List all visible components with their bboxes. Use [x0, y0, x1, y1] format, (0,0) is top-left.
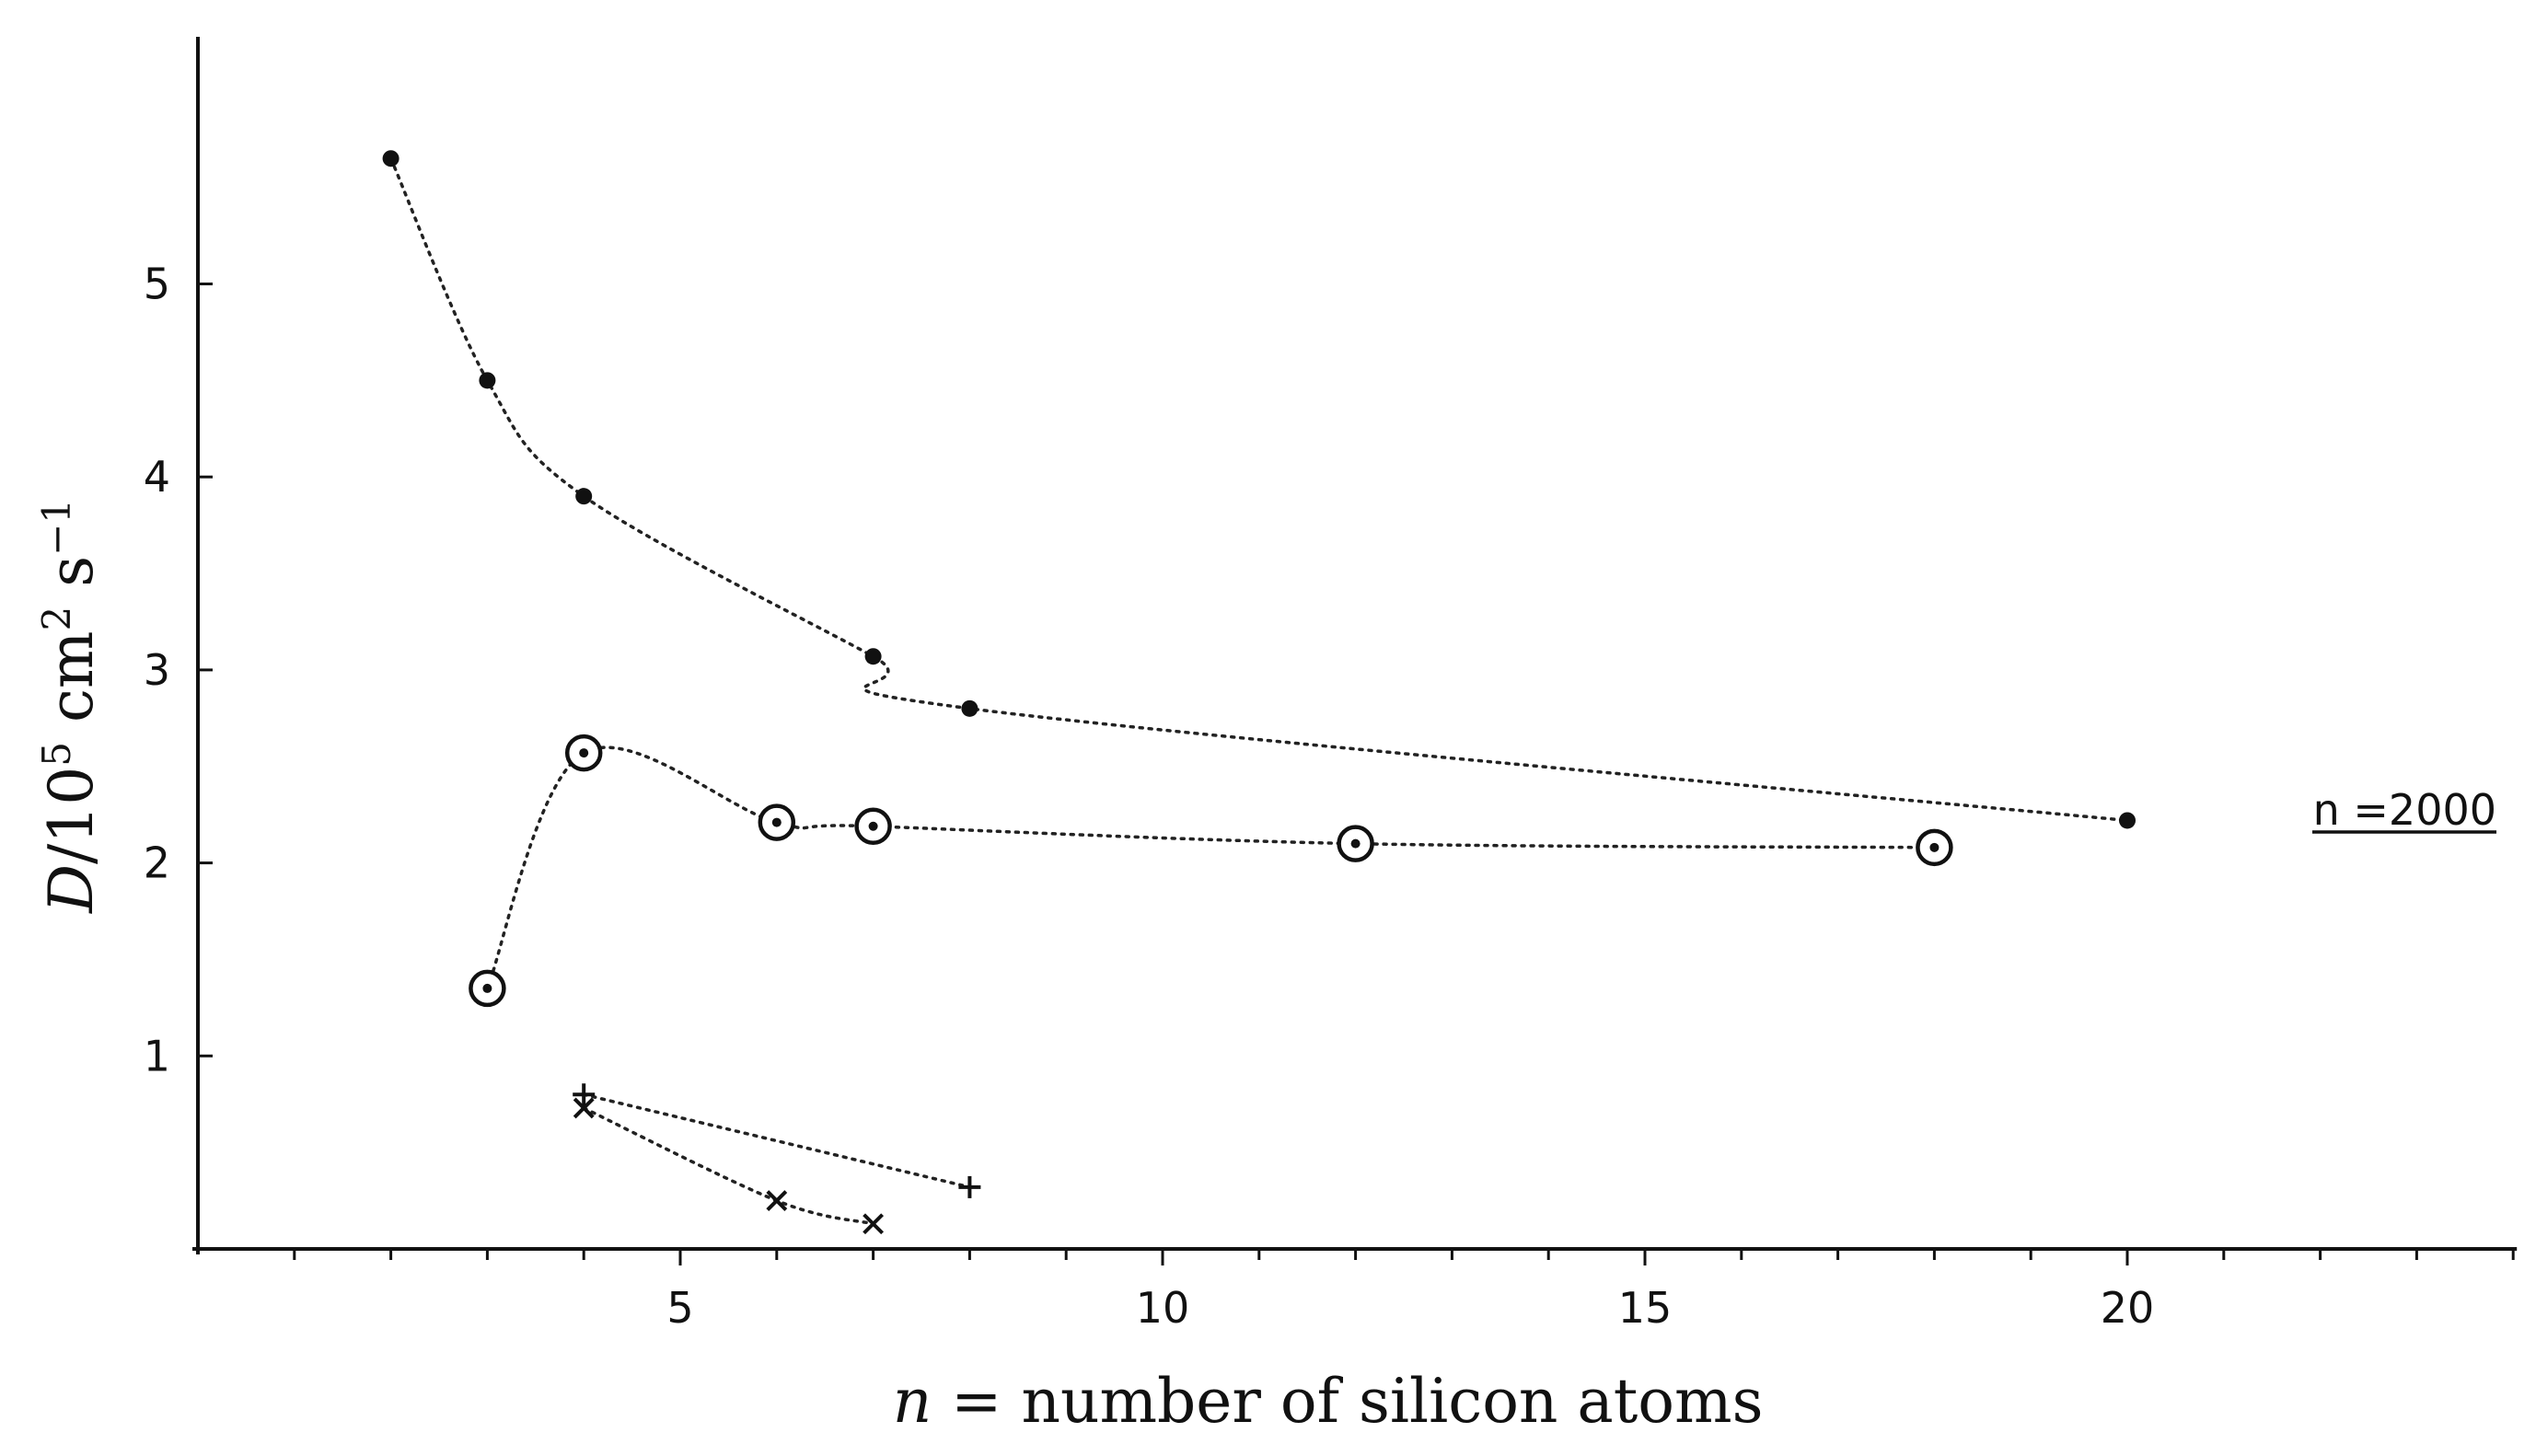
- data-point-filled: [864, 648, 882, 665]
- data-point-filled: [961, 699, 979, 717]
- data-point-circled: [758, 803, 796, 841]
- y-axis-title-part3: s: [36, 556, 107, 607]
- data-point-circled: [1916, 828, 1953, 867]
- x-tick-label: 15: [1618, 1283, 1673, 1333]
- y-tick-label: 1: [144, 1031, 170, 1080]
- series-markers: [382, 150, 2136, 1235]
- x-axis-title-text: = number of silicon atoms: [932, 1366, 1763, 1437]
- data-point-center: [868, 821, 878, 831]
- data-point-center: [1350, 838, 1361, 849]
- series-curves: [388, 156, 2129, 1226]
- y-tick-label: 2: [144, 838, 170, 888]
- data-point-plus: [573, 1083, 596, 1106]
- data-point-center: [1929, 842, 1940, 852]
- data-point-cross: [573, 1097, 595, 1119]
- data-point-center: [482, 983, 492, 993]
- data-point-plus: [958, 1175, 981, 1198]
- data-point-filled: [382, 150, 400, 168]
- axes: [192, 37, 2518, 1254]
- y-axis-title-sup1: 5: [34, 742, 79, 767]
- y-axis-title-part1: /10: [36, 767, 107, 864]
- y-tick-label: 3: [144, 645, 170, 695]
- series-curve-filled-circle: [388, 156, 2129, 823]
- x-tick-label: 5: [666, 1283, 693, 1333]
- data-point-filled: [575, 488, 593, 505]
- data-point-circled: [854, 807, 892, 846]
- x-axis-ticks: 5 10 15 20: [293, 1249, 2515, 1333]
- data-point-circled: [469, 969, 506, 1008]
- data-point-circled: [1337, 825, 1374, 862]
- data-point-center: [579, 748, 589, 758]
- y-tick-label: 5: [144, 260, 170, 309]
- cross-b: [766, 1190, 788, 1211]
- asymptote-label: n =2000: [2313, 785, 2496, 835]
- data-point-cross: [863, 1213, 885, 1235]
- series-curve-cross: [582, 1106, 875, 1226]
- annotations: n =2000: [2312, 785, 2496, 835]
- x-axis-title-var: n: [893, 1366, 932, 1437]
- y-axis-title-var: D: [36, 864, 107, 914]
- x-axis-title: n = number of silicon atoms: [893, 1366, 1764, 1437]
- data-point-filled: [2119, 812, 2136, 829]
- data-point-filled: [479, 372, 496, 389]
- y-axis-title: D/105 cm2 s−1: [34, 499, 108, 914]
- data-point-center: [771, 817, 782, 827]
- x-tick-label: 20: [2101, 1283, 2155, 1333]
- series-curve-plus: [582, 1092, 972, 1189]
- y-axis-ticks: 1 2 3 4 5: [144, 260, 213, 1080]
- x-tick-label: 10: [1136, 1283, 1190, 1333]
- y-axis-title-sup3: −1: [34, 499, 79, 556]
- cross-b: [573, 1097, 595, 1119]
- y-axis-title-part2: cm: [36, 630, 107, 742]
- data-point-cross: [766, 1190, 788, 1211]
- y-tick-label: 4: [144, 452, 170, 502]
- data-point-circled: [564, 734, 603, 772]
- cross-b: [863, 1213, 885, 1235]
- y-axis-title-sup2: 2: [34, 607, 79, 631]
